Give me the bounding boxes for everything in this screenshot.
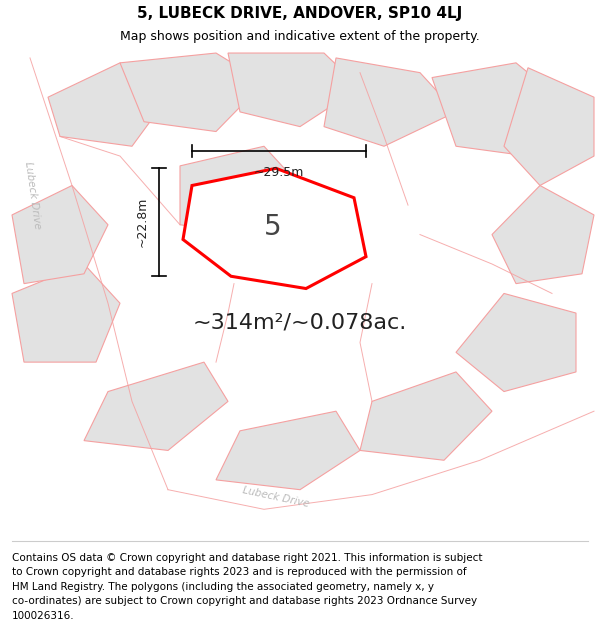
Polygon shape	[432, 63, 570, 156]
Polygon shape	[12, 186, 108, 284]
Polygon shape	[84, 362, 228, 451]
Polygon shape	[228, 53, 360, 127]
Polygon shape	[216, 411, 360, 490]
Polygon shape	[12, 264, 120, 362]
Text: Lubeck Drive: Lubeck Drive	[242, 485, 310, 509]
Text: Map shows position and indicative extent of the property.: Map shows position and indicative extent…	[120, 30, 480, 43]
Text: ~29.5m: ~29.5m	[254, 166, 304, 179]
Text: ~314m²/~0.078ac.: ~314m²/~0.078ac.	[193, 313, 407, 333]
Polygon shape	[48, 63, 168, 146]
Polygon shape	[120, 53, 264, 131]
Polygon shape	[360, 372, 492, 460]
Polygon shape	[324, 58, 456, 146]
Text: ~22.8m: ~22.8m	[135, 197, 148, 248]
Text: co-ordinates) are subject to Crown copyright and database rights 2023 Ordnance S: co-ordinates) are subject to Crown copyr…	[12, 596, 477, 606]
Text: Lubeck Drive: Lubeck Drive	[23, 161, 43, 229]
Text: 5: 5	[264, 213, 282, 241]
Text: HM Land Registry. The polygons (including the associated geometry, namely x, y: HM Land Registry. The polygons (includin…	[12, 581, 434, 591]
Polygon shape	[504, 68, 594, 186]
Text: Contains OS data © Crown copyright and database right 2021. This information is : Contains OS data © Crown copyright and d…	[12, 552, 482, 562]
Polygon shape	[456, 294, 576, 391]
Text: 5, LUBECK DRIVE, ANDOVER, SP10 4LJ: 5, LUBECK DRIVE, ANDOVER, SP10 4LJ	[137, 6, 463, 21]
Polygon shape	[180, 146, 300, 234]
Polygon shape	[492, 186, 594, 284]
Text: 100026316.: 100026316.	[12, 611, 74, 621]
Polygon shape	[183, 168, 366, 289]
Text: to Crown copyright and database rights 2023 and is reproduced with the permissio: to Crown copyright and database rights 2…	[12, 567, 467, 577]
